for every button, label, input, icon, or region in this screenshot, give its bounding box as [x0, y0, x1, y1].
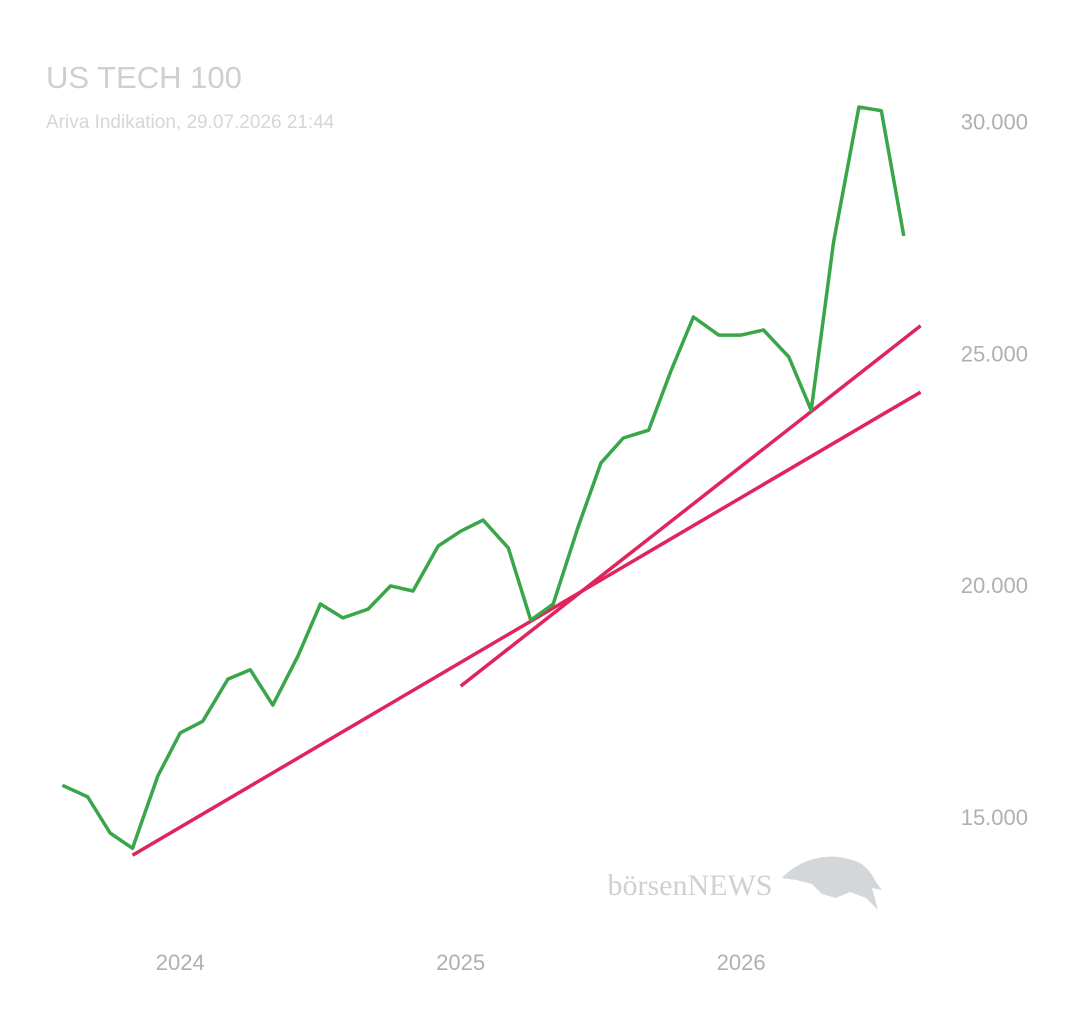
y-tick-label: 20.000 — [961, 573, 1028, 598]
chart-subtitle: Ariva Indikation, 29.07.2026 21:44 — [46, 112, 335, 133]
watermark-bull — [782, 856, 882, 910]
x-tick-label: 2025 — [436, 950, 485, 975]
chart-title: US TECH 100 — [46, 60, 242, 95]
price-line — [61, 105, 906, 851]
x-tick-label: 2026 — [717, 950, 766, 975]
trend-line — [459, 324, 922, 688]
x-tick-label: 2024 — [156, 950, 205, 975]
watermark: börsenNEWS — [608, 869, 773, 902]
y-tick-label: 25.000 — [961, 341, 1028, 366]
y-tick-label: 30.000 — [961, 110, 1028, 135]
trend-line — [131, 390, 922, 857]
y-tick-label: 15.000 — [961, 805, 1028, 830]
